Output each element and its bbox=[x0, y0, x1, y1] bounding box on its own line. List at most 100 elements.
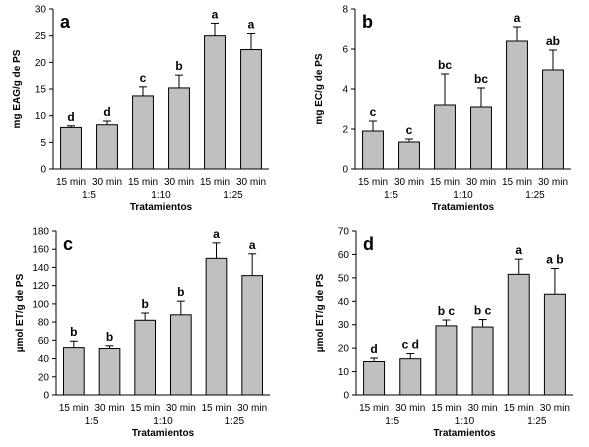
bar bbox=[435, 325, 458, 396]
y-tick-label: 180 bbox=[32, 227, 49, 238]
x-tick-label: 30 min bbox=[166, 403, 196, 414]
x-tick-label: 30 min bbox=[538, 177, 568, 188]
y-tick-label: 0 bbox=[342, 165, 348, 176]
bar bbox=[132, 95, 154, 170]
x-group-label: 1:10 bbox=[151, 190, 171, 201]
bar bbox=[169, 314, 192, 396]
y-tick-label: 25 bbox=[35, 31, 47, 42]
significance-letter: b c bbox=[438, 304, 456, 318]
panel-label: c bbox=[63, 234, 73, 254]
x-group-label: 1:5 bbox=[385, 416, 399, 427]
x-tick-label: 15 min bbox=[201, 403, 231, 414]
x-tick-label: 30 min bbox=[236, 177, 266, 188]
x-tick-label: 15 min bbox=[359, 403, 389, 414]
y-tick-label: 100 bbox=[32, 299, 49, 310]
x-tick-label: 30 min bbox=[540, 403, 570, 414]
y-axis-label: µmol ET/g de PS bbox=[15, 273, 26, 352]
significance-letter: ab bbox=[546, 34, 560, 48]
x-tick-label: 30 min bbox=[164, 177, 194, 188]
y-tick-label: 30 bbox=[35, 5, 47, 16]
x-tick-label: 30 min bbox=[94, 403, 124, 414]
y-tick-label: 4 bbox=[342, 85, 348, 96]
x-group-label: 1:10 bbox=[455, 416, 475, 427]
x-group-label: 1:25 bbox=[225, 416, 245, 427]
bar bbox=[542, 69, 564, 170]
x-tick-label: 15 min bbox=[358, 177, 388, 188]
x-tick-label: 15 min bbox=[130, 403, 160, 414]
bar bbox=[96, 124, 118, 170]
panel-label: d bbox=[363, 234, 374, 254]
significance-letter: a bbox=[213, 227, 220, 241]
significance-letter: b bbox=[106, 330, 113, 344]
y-axis-label: µmol ET/g de PS bbox=[315, 273, 326, 352]
x-tick-label: 15 min bbox=[431, 403, 461, 414]
x-axis-label: Tratamientos bbox=[433, 428, 496, 439]
y-tick-label: 5 bbox=[40, 138, 46, 149]
significance-letter: a bbox=[515, 243, 522, 257]
x-tick-label: 15 min bbox=[502, 177, 532, 188]
x-tick-label: 30 min bbox=[92, 177, 122, 188]
y-tick-label: 40 bbox=[38, 354, 50, 365]
significance-letter: c d bbox=[402, 338, 419, 352]
chart-panel-c: 0 20 40 60 80 100 120 140 160 180 µmol ET/g de PS c… bbox=[15, 227, 270, 439]
y-tick-label: 70 bbox=[338, 227, 350, 238]
x-tick-label: 30 min bbox=[466, 177, 496, 188]
y-tick-label: 20 bbox=[35, 58, 47, 69]
bar bbox=[470, 106, 492, 170]
chart-panel-a: 0 5 10 15 20 25 30 mg EAG/g de PS a d 15 min d 30 mi… bbox=[12, 5, 269, 213]
x-tick-label: 15 min bbox=[128, 177, 158, 188]
bar bbox=[60, 126, 82, 170]
x-tick-label: 30 min bbox=[394, 177, 424, 188]
x-tick-label: 15 min bbox=[200, 177, 230, 188]
x-group-label: 1:25 bbox=[527, 416, 547, 427]
y-tick-label: 140 bbox=[32, 263, 49, 274]
panel-label: b bbox=[362, 12, 373, 32]
y-tick-label: 10 bbox=[338, 367, 350, 378]
y-tick-label: 0 bbox=[40, 165, 46, 176]
x-group-label: 1:10 bbox=[153, 416, 173, 427]
significance-letter: b c bbox=[474, 304, 492, 318]
x-axis-label: Tratamientos bbox=[132, 428, 195, 439]
x-group-label: 1:5 bbox=[85, 416, 99, 427]
significance-letter: a bbox=[514, 11, 521, 25]
y-axis-label: mg EAG/g de PS bbox=[12, 49, 23, 128]
significance-letter: c bbox=[370, 105, 377, 119]
y-tick-label: 50 bbox=[338, 273, 350, 284]
y-tick-label: 80 bbox=[38, 318, 50, 329]
y-tick-label: 8 bbox=[342, 5, 348, 16]
bar bbox=[168, 87, 190, 170]
significance-letter: d bbox=[67, 110, 74, 124]
bar bbox=[362, 130, 384, 170]
significance-letter: a bbox=[249, 238, 256, 252]
x-tick-label: 30 min bbox=[237, 403, 267, 414]
x-tick-label: 15 min bbox=[59, 403, 89, 414]
bar bbox=[363, 360, 386, 396]
y-tick-label: 15 bbox=[35, 85, 47, 96]
bar bbox=[543, 293, 566, 396]
y-tick-label: 10 bbox=[35, 111, 47, 122]
significance-letter: d bbox=[370, 342, 377, 356]
bar bbox=[241, 275, 264, 396]
x-group-label: 1:5 bbox=[82, 190, 96, 201]
x-group-label: 1:5 bbox=[384, 190, 398, 201]
x-group-label: 1:10 bbox=[453, 190, 473, 201]
bar bbox=[399, 358, 422, 396]
significance-letter: d bbox=[103, 105, 110, 119]
y-tick-label: 40 bbox=[338, 297, 350, 308]
bar bbox=[507, 273, 530, 396]
bar bbox=[62, 347, 85, 396]
x-axis-label: Tratamientos bbox=[432, 202, 495, 213]
y-tick-label: 60 bbox=[38, 336, 50, 347]
y-axis-label: mg EC/g de PS bbox=[314, 53, 325, 124]
x-tick-label: 30 min bbox=[468, 403, 498, 414]
x-tick-label: 30 min bbox=[395, 403, 425, 414]
x-group-label: 1:25 bbox=[223, 190, 243, 201]
y-tick-label: 160 bbox=[32, 245, 49, 256]
significance-letter: b bbox=[177, 285, 184, 299]
x-tick-label: 15 min bbox=[504, 403, 534, 414]
y-tick-label: 0 bbox=[343, 391, 349, 402]
significance-letter: b bbox=[141, 297, 148, 311]
x-tick-label: 15 min bbox=[430, 177, 460, 188]
y-tick-label: 60 bbox=[338, 250, 350, 261]
